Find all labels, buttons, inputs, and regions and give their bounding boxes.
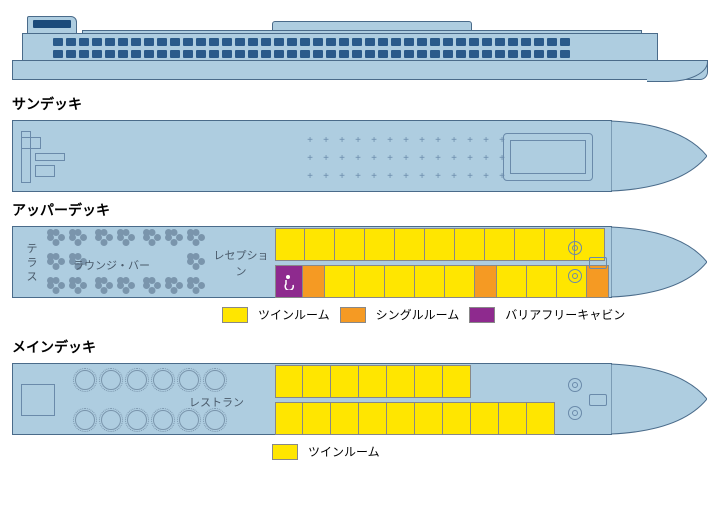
- cabin-twin: [275, 365, 303, 398]
- cabin-twin: [331, 402, 359, 435]
- legend-main: ツインルーム: [272, 443, 708, 460]
- ship-side-view: [12, 12, 708, 80]
- legend-twin: ツインルーム: [258, 306, 330, 323]
- cabin-twin: [305, 228, 335, 261]
- cabin-twin: [415, 265, 445, 298]
- winch-icon: [589, 394, 607, 406]
- cabin-twin: [359, 365, 387, 398]
- skylight-plan: [503, 133, 593, 181]
- hull: [12, 60, 708, 80]
- cabin-row-upper-bottom: [275, 265, 609, 298]
- deck-body: レストラン: [12, 363, 612, 435]
- deck-label-main: メインデッキ: [12, 337, 708, 357]
- cabin-twin: [387, 365, 415, 398]
- legend-twin: ツインルーム: [308, 443, 380, 460]
- window-row-upper: [53, 38, 570, 46]
- swatch-single: [340, 307, 366, 323]
- deck-body: テラス ラウンジ・バー レセプション: [12, 226, 612, 298]
- cabin-twin: [443, 402, 471, 435]
- legend-barrier: バリアフリーキャビン: [505, 306, 625, 323]
- cabin-twin: [335, 228, 365, 261]
- terrace-label: テラス: [21, 227, 43, 299]
- cabin-twin: [385, 265, 415, 298]
- bow: [611, 226, 707, 298]
- lounge-label: ラウンジ・バー: [73, 257, 150, 273]
- cabin-twin: [275, 228, 305, 261]
- legend-single: シングルルーム: [376, 306, 460, 323]
- cabin-twin: [485, 228, 515, 261]
- deck-body: +++++++++++++++++++++++++++++++++++++++: [12, 120, 612, 192]
- cabin-twin: [415, 402, 443, 435]
- cabin-twin: [499, 402, 527, 435]
- stern-equipment: [21, 131, 71, 183]
- bridge: [27, 16, 77, 34]
- deck-label-upper: アッパーデッキ: [12, 200, 708, 220]
- superstructure: [22, 33, 658, 61]
- cabin-twin: [527, 402, 555, 435]
- cabin-single: [303, 265, 325, 298]
- cabin-twin: [425, 228, 455, 261]
- cabin-twin: [455, 228, 485, 261]
- stern-equipment: [21, 374, 71, 426]
- winch-icon: [589, 257, 607, 269]
- sun-deck: +++++++++++++++++++++++++++++++++++++++: [12, 120, 708, 192]
- upper-deck: テラス ラウンジ・バー レセプション: [12, 226, 708, 298]
- cabin-twin: [303, 365, 331, 398]
- cabin-twin: [325, 265, 355, 298]
- bow: [611, 120, 707, 192]
- cabin-twin: [415, 365, 443, 398]
- cabin-twin: [365, 228, 395, 261]
- skylight: [272, 21, 472, 31]
- swatch-twin: [272, 444, 298, 460]
- cabin-twin: [359, 402, 387, 435]
- cabin-twin: [387, 402, 415, 435]
- cabin-twin: [471, 402, 499, 435]
- sun-seating: +++++++++++++++++++++++++++++++++++++++: [303, 133, 509, 185]
- cabin-barrier: [275, 265, 303, 298]
- cabin-twin: [331, 365, 359, 398]
- legend-upper: ツインルーム シングルルーム バリアフリーキャビン: [222, 306, 708, 323]
- reception-label: レセプション: [213, 247, 269, 279]
- bow: [611, 363, 707, 435]
- main-deck: レストラン: [12, 363, 708, 435]
- cabin-twin: [497, 265, 527, 298]
- swatch-twin: [222, 307, 248, 323]
- deck-label-sun: サンデッキ: [12, 94, 708, 114]
- cabin-twin: [527, 265, 557, 298]
- cabin-single: [475, 265, 497, 298]
- cabin-row-upper-top: [275, 228, 605, 261]
- cabin-twin: [515, 228, 545, 261]
- cabin-twin: [355, 265, 385, 298]
- cabin-twin: [445, 265, 475, 298]
- cabin-twin: [303, 402, 331, 435]
- cabin-row-main-bottom: [275, 402, 555, 435]
- swatch-barrier: [469, 307, 495, 323]
- cabin-row-main-top: [275, 365, 471, 398]
- cabin-twin: [443, 365, 471, 398]
- window-row-lower: [53, 50, 570, 58]
- cabin-twin: [395, 228, 425, 261]
- cabin-twin: [275, 402, 303, 435]
- restaurant-label: レストラン: [189, 394, 244, 410]
